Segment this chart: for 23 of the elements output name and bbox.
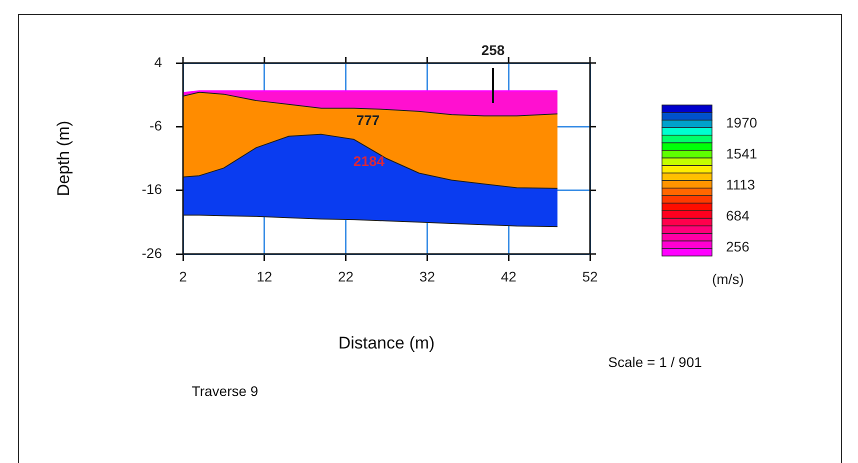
y-tick-label: -6 (150, 118, 162, 134)
y-tick-label: -26 (142, 244, 162, 261)
color-bar-label: 256 (726, 238, 750, 254)
y-tick-label: -16 (142, 181, 162, 198)
color-bar-label: 1970 (726, 114, 758, 131)
color-bar-label: 1541 (726, 146, 758, 162)
text: 258 (481, 42, 505, 58)
color-bar-label: 1113 (726, 176, 756, 193)
x-tick-label: 2 (179, 268, 188, 284)
color-bar-title: (m/s) (712, 270, 744, 287)
color-bar-label: 684 (726, 208, 750, 224)
y-tick-label: 4 (154, 54, 162, 70)
x-tick-label: 12 (256, 268, 272, 284)
x-tick-label: 52 (582, 268, 598, 284)
x-tick-label: 22 (338, 268, 354, 284)
annotation: 777 (356, 112, 380, 128)
x-tick-label: 32 (419, 268, 436, 284)
y-axis-title: Depth (m) (54, 120, 73, 196)
x-axis-title: Distance (m) (338, 333, 435, 352)
text: Traverse 9 (192, 383, 258, 399)
annotation: 2184 (353, 153, 385, 169)
text: Scale = 1 / 901 (608, 354, 702, 370)
x-tick-label: 42 (500, 268, 517, 284)
